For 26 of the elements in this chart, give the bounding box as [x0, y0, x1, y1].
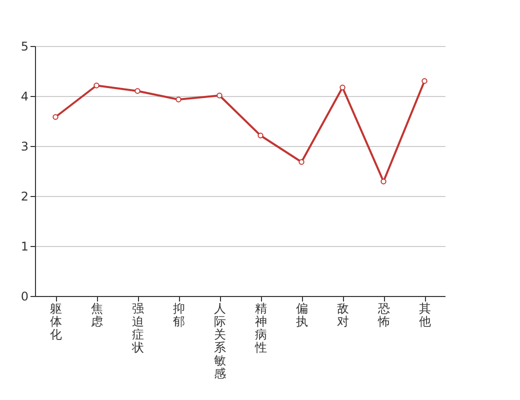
y-tick-label: 0	[20, 290, 28, 304]
point	[216, 92, 222, 98]
point	[52, 114, 58, 120]
y-tick-label: 3	[20, 140, 28, 154]
x-tick-label: 躯体化	[50, 302, 62, 342]
x-tick-label: 抑郁	[173, 302, 185, 328]
point	[340, 84, 346, 90]
x-tick-label: 敌对	[337, 302, 349, 328]
y-tick-label: 5	[20, 40, 28, 54]
point	[298, 159, 304, 165]
y-tick-label: 1	[20, 240, 28, 254]
point	[380, 178, 386, 184]
point	[134, 88, 140, 94]
x-tick-label: 其他	[419, 302, 431, 328]
y-tick-label: 2	[20, 190, 28, 204]
x-tick-label: 恐怖	[377, 302, 390, 328]
x-tick-label: 精神病性	[254, 302, 267, 354]
y-tick-label: 4	[20, 90, 28, 104]
x-tick-label: 强迫症状	[131, 302, 144, 354]
point	[422, 78, 428, 84]
point	[94, 82, 100, 88]
point	[258, 132, 264, 138]
x-tick-label: 焦虑	[91, 302, 103, 328]
point	[176, 96, 182, 102]
x-tick-label: 偏执	[296, 302, 308, 328]
x-tick-label: 人际关系敏感	[214, 302, 226, 380]
